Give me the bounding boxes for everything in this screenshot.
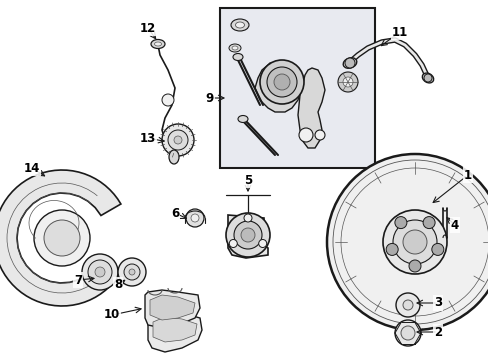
Polygon shape bbox=[150, 295, 195, 320]
Ellipse shape bbox=[235, 22, 244, 28]
Circle shape bbox=[260, 60, 304, 104]
Ellipse shape bbox=[422, 73, 433, 83]
Circle shape bbox=[342, 77, 352, 87]
Circle shape bbox=[258, 239, 266, 248]
Circle shape bbox=[431, 243, 443, 255]
Circle shape bbox=[392, 220, 436, 264]
Circle shape bbox=[34, 210, 90, 266]
Circle shape bbox=[400, 326, 414, 340]
Text: 9: 9 bbox=[205, 91, 214, 104]
Circle shape bbox=[95, 267, 105, 277]
Circle shape bbox=[44, 220, 80, 256]
Circle shape bbox=[191, 214, 199, 222]
Circle shape bbox=[174, 136, 182, 144]
Text: 3: 3 bbox=[433, 297, 441, 310]
Circle shape bbox=[225, 213, 269, 257]
Circle shape bbox=[382, 210, 446, 274]
Circle shape bbox=[118, 258, 146, 286]
Polygon shape bbox=[254, 63, 302, 112]
Text: 5: 5 bbox=[244, 174, 252, 186]
Ellipse shape bbox=[238, 116, 247, 122]
Circle shape bbox=[345, 58, 354, 68]
Text: 2: 2 bbox=[433, 325, 441, 338]
Circle shape bbox=[185, 209, 203, 227]
Circle shape bbox=[88, 260, 112, 284]
Text: 12: 12 bbox=[140, 22, 156, 35]
Text: 14: 14 bbox=[24, 162, 40, 175]
Circle shape bbox=[394, 320, 420, 346]
Ellipse shape bbox=[154, 42, 161, 46]
Polygon shape bbox=[145, 290, 200, 328]
Circle shape bbox=[266, 67, 296, 97]
Circle shape bbox=[124, 264, 140, 280]
Circle shape bbox=[168, 130, 187, 150]
Circle shape bbox=[229, 239, 237, 248]
Text: 6: 6 bbox=[170, 207, 179, 220]
Circle shape bbox=[386, 243, 397, 255]
Circle shape bbox=[241, 228, 254, 242]
Circle shape bbox=[129, 269, 135, 275]
Circle shape bbox=[395, 293, 419, 317]
Circle shape bbox=[422, 217, 434, 229]
Text: 4: 4 bbox=[450, 219, 458, 231]
Text: 11: 11 bbox=[391, 26, 407, 39]
Circle shape bbox=[326, 154, 488, 330]
Circle shape bbox=[298, 128, 312, 142]
Bar bbox=[220, 8, 374, 168]
Text: 1: 1 bbox=[463, 168, 471, 181]
Text: 7: 7 bbox=[74, 274, 82, 287]
Ellipse shape bbox=[230, 19, 248, 31]
Polygon shape bbox=[148, 310, 202, 352]
Polygon shape bbox=[227, 215, 267, 258]
Circle shape bbox=[408, 260, 420, 272]
Ellipse shape bbox=[231, 46, 238, 50]
Polygon shape bbox=[297, 68, 325, 148]
Circle shape bbox=[423, 74, 431, 82]
Polygon shape bbox=[0, 170, 121, 306]
Circle shape bbox=[337, 72, 357, 92]
Ellipse shape bbox=[343, 58, 356, 68]
Circle shape bbox=[162, 94, 174, 106]
Ellipse shape bbox=[169, 150, 179, 164]
Ellipse shape bbox=[232, 54, 243, 60]
Circle shape bbox=[273, 74, 289, 90]
Circle shape bbox=[234, 221, 262, 249]
Text: 13: 13 bbox=[140, 131, 156, 144]
Text: 10: 10 bbox=[103, 309, 120, 321]
Circle shape bbox=[402, 300, 412, 310]
Circle shape bbox=[402, 230, 426, 254]
Circle shape bbox=[162, 124, 194, 156]
Ellipse shape bbox=[228, 44, 241, 52]
Text: 8: 8 bbox=[114, 279, 122, 292]
Circle shape bbox=[394, 217, 406, 229]
Ellipse shape bbox=[151, 40, 164, 49]
Polygon shape bbox=[153, 317, 197, 342]
Circle shape bbox=[314, 130, 325, 140]
Circle shape bbox=[82, 254, 118, 290]
Circle shape bbox=[244, 214, 251, 222]
